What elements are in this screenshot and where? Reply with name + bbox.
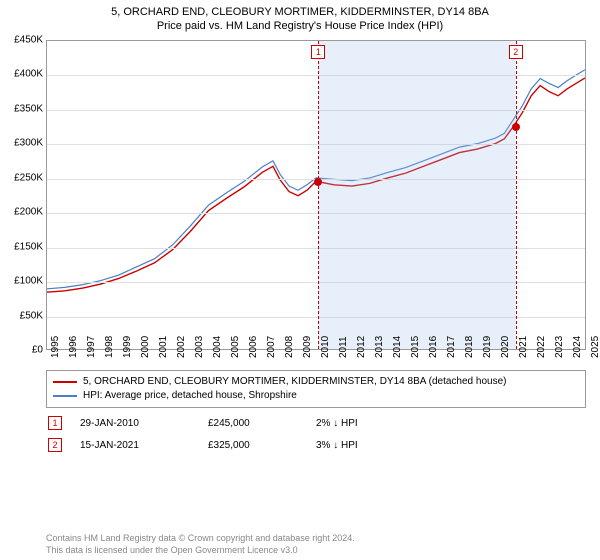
x-axis-label: 1997 [86, 336, 97, 358]
y-axis-label: £150K [14, 241, 43, 252]
legend-swatch [53, 381, 77, 383]
x-axis-label: 2022 [536, 336, 547, 358]
sale-dot [512, 123, 520, 131]
y-axis-label: £250K [14, 172, 43, 183]
x-axis-label: 2008 [284, 336, 295, 358]
sale-marker-icon: 2 [48, 438, 62, 452]
sale-marker-1: 1 [311, 45, 325, 59]
y-axis-label: £450K [14, 35, 43, 46]
x-axis-label: 2012 [356, 336, 367, 358]
sale-marker-icon: 1 [48, 416, 62, 430]
footer: Contains HM Land Registry data © Crown c… [46, 532, 586, 556]
legend-item: HPI: Average price, detached house, Shro… [53, 389, 579, 403]
title-line-2: Price paid vs. HM Land Registry's House … [8, 20, 592, 32]
legend-area: 5, ORCHARD END, CLEOBURY MORTIMER, KIDDE… [46, 370, 586, 452]
x-axis-label: 2010 [320, 336, 331, 358]
sale-date: 29-JAN-2010 [80, 418, 190, 429]
sale-delta: 3% ↓ HPI [316, 440, 358, 451]
y-axis-label: £300K [14, 138, 43, 149]
sale-dot [314, 178, 322, 186]
sale-price: £325,000 [208, 440, 298, 451]
plot-area: 12 [46, 40, 586, 350]
x-axis-label: 2017 [446, 336, 457, 358]
sale-row: 1 29-JAN-2010 £245,000 2% ↓ HPI [46, 416, 586, 430]
sale-vline [516, 41, 517, 349]
x-axis-label: 2011 [338, 336, 349, 358]
sale-marker-2: 2 [509, 45, 523, 59]
footer-line-2: This data is licensed under the Open Gov… [46, 544, 586, 556]
x-axis-label: 2009 [302, 336, 313, 358]
legend-frame: 5, ORCHARD END, CLEOBURY MORTIMER, KIDDE… [46, 370, 586, 408]
x-axis-label: 2004 [212, 336, 223, 358]
legend-item: 5, ORCHARD END, CLEOBURY MORTIMER, KIDDE… [53, 375, 579, 389]
x-axis-label: 2019 [482, 336, 493, 358]
x-axis-label: 2000 [140, 336, 151, 358]
x-axis-label: 2013 [374, 336, 385, 358]
shaded-date-range [318, 41, 515, 349]
sales-table: 1 29-JAN-2010 £245,000 2% ↓ HPI 2 15-JAN-2021… [46, 416, 586, 452]
sale-price: £245,000 [208, 418, 298, 429]
chart-container: 12 £0£50K£100K£150K£200K£250K£300K£350K£… [0, 34, 600, 394]
x-axis-label: 2003 [194, 336, 205, 358]
y-axis-label: £200K [14, 207, 43, 218]
sale-delta: 2% ↓ HPI [316, 418, 358, 429]
x-axis-label: 2015 [410, 336, 421, 358]
x-axis-label: 2001 [158, 336, 169, 358]
y-axis-label: £50K [20, 310, 43, 321]
x-axis-label: 2007 [266, 336, 277, 358]
x-axis-label: 2005 [230, 336, 241, 358]
y-axis-label: £400K [14, 69, 43, 80]
x-axis-label: 2020 [500, 336, 511, 358]
sale-row: 2 15-JAN-2021 £325,000 3% ↓ HPI [46, 438, 586, 452]
x-axis-label: 2014 [392, 336, 403, 358]
x-axis-label: 1995 [50, 336, 61, 358]
x-axis-label: 2024 [572, 336, 583, 358]
x-axis-label: 2006 [248, 336, 259, 358]
footer-line-1: Contains HM Land Registry data © Crown c… [46, 532, 586, 544]
x-axis-label: 2021 [518, 336, 529, 358]
y-axis-label: £100K [14, 276, 43, 287]
sale-date: 15-JAN-2021 [80, 440, 190, 451]
title-line-1: 5, ORCHARD END, CLEOBURY MORTIMER, KIDDE… [8, 6, 592, 18]
legend-label: 5, ORCHARD END, CLEOBURY MORTIMER, KIDDE… [83, 375, 506, 389]
x-axis-label: 1999 [122, 336, 133, 358]
sale-vline [318, 41, 319, 349]
x-axis-label: 2025 [590, 336, 600, 358]
x-axis-label: 2023 [554, 336, 565, 358]
legend-swatch [53, 395, 77, 397]
x-axis-label: 2018 [464, 336, 475, 358]
x-axis-label: 1998 [104, 336, 115, 358]
y-axis-label: £0 [32, 345, 43, 356]
x-axis-label: 1996 [68, 336, 79, 358]
x-axis-label: 2016 [428, 336, 439, 358]
x-axis-label: 2002 [176, 336, 187, 358]
legend-label: HPI: Average price, detached house, Shro… [83, 389, 297, 403]
y-axis-label: £350K [14, 103, 43, 114]
